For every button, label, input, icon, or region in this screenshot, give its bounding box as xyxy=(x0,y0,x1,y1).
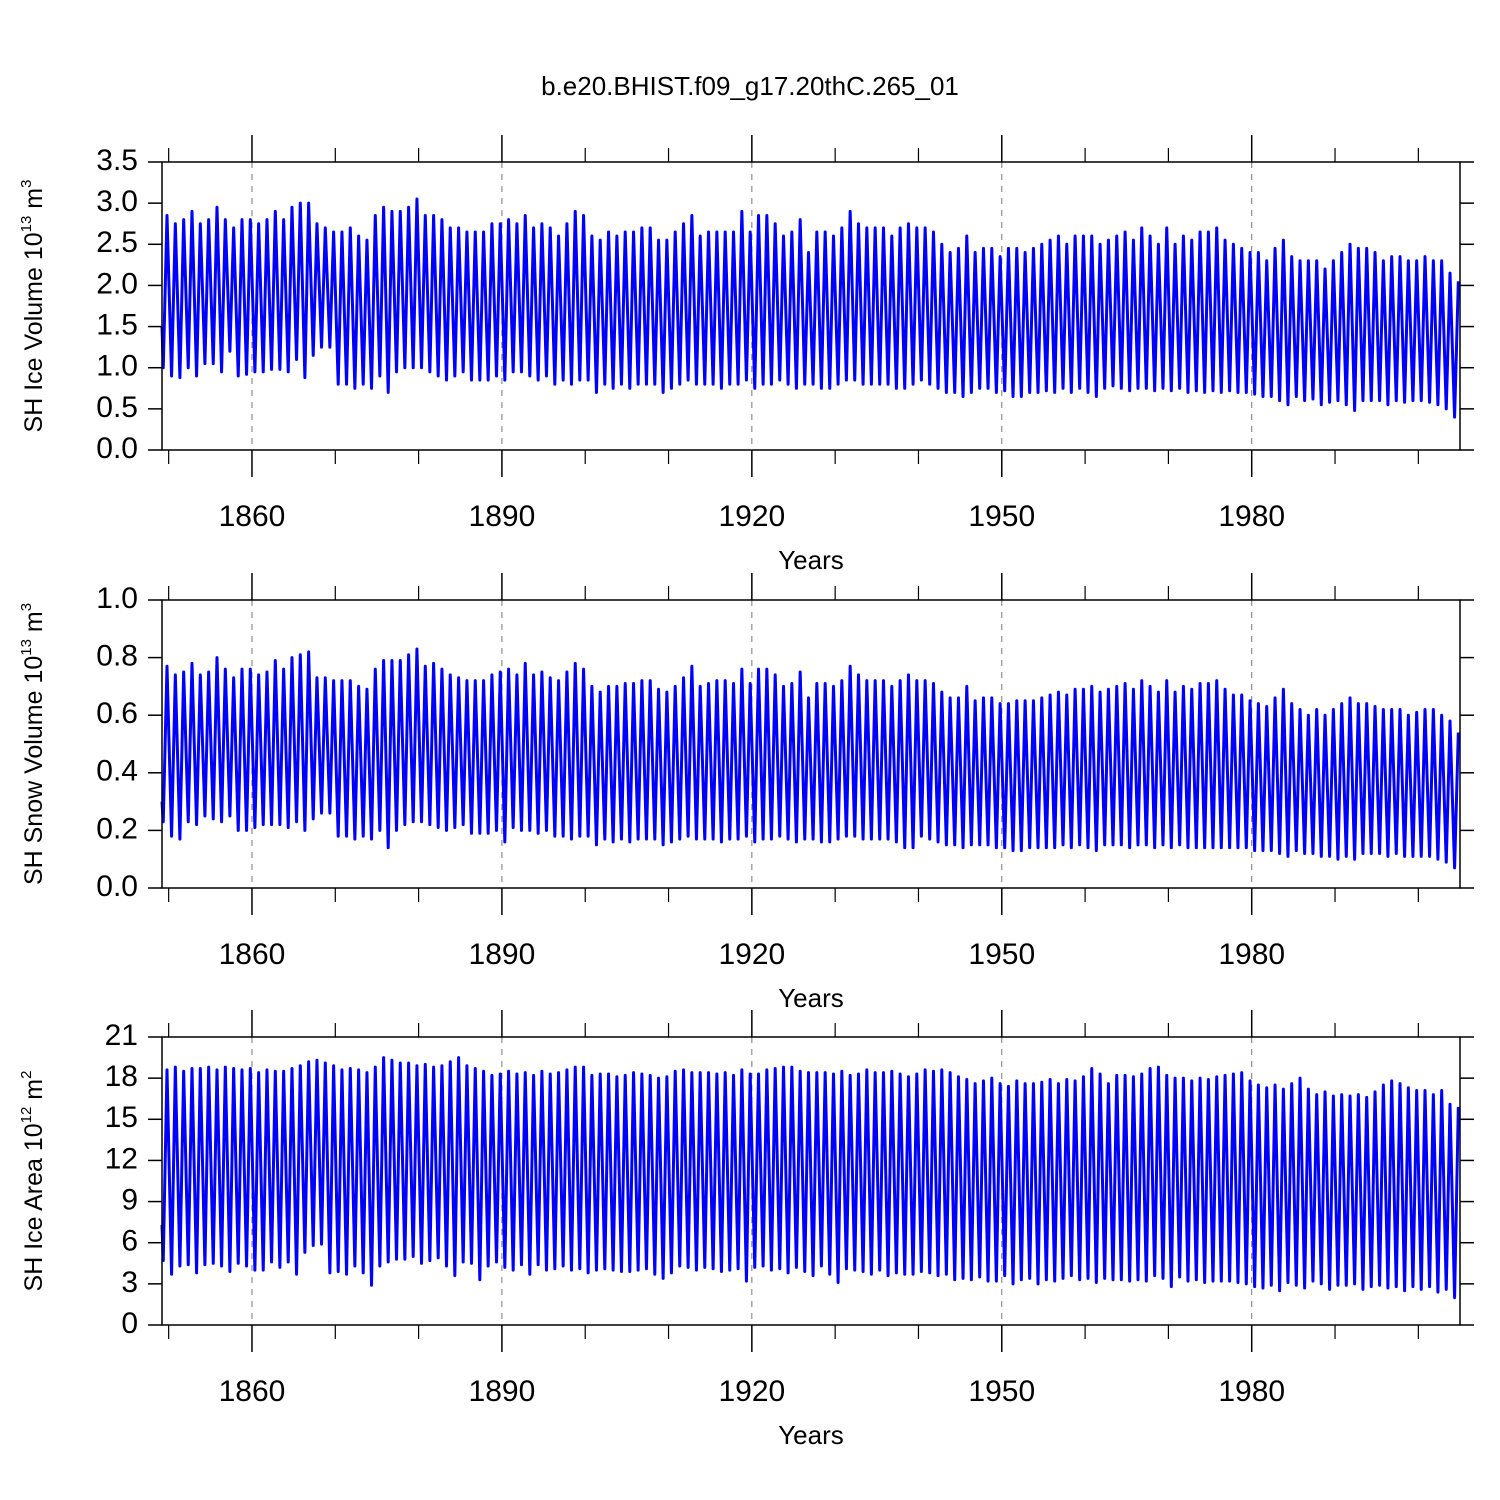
y-axis-title-part: m xyxy=(20,611,48,639)
y-axis-title-part: SH Ice Volume 10 xyxy=(20,232,48,432)
x-tick-label: 1980 xyxy=(1218,1375,1285,1408)
x-tick-label: 1890 xyxy=(469,500,536,533)
y-tick-label: 0.5 xyxy=(96,391,138,424)
x-tick-label: 1890 xyxy=(469,1375,536,1408)
x-axis-title: Years xyxy=(778,545,844,575)
y-tick-label: 1.0 xyxy=(96,582,138,615)
y-tick-label: 0.4 xyxy=(96,755,138,788)
data-line xyxy=(160,1056,1460,1300)
x-axis-title: Years xyxy=(778,1420,844,1450)
y-tick-label: 6 xyxy=(121,1225,138,1258)
y-axis-title-superscript: 12 xyxy=(18,1107,35,1124)
y-axis-title: SH Ice Volume 1013 m3 xyxy=(18,180,48,433)
y-axis-title-superscript: 3 xyxy=(18,603,35,611)
x-tick-label: 1920 xyxy=(718,1375,785,1408)
y-axis-title-superscript: 13 xyxy=(18,216,35,233)
y-tick-label: 3.5 xyxy=(96,144,138,177)
y-axis-title-superscript: 13 xyxy=(18,639,35,656)
y-tick-label: 3.0 xyxy=(96,185,138,218)
y-axis-title: SH Ice Area 1012 m2 xyxy=(18,1071,48,1292)
y-tick-label: 18 xyxy=(105,1060,138,1093)
y-tick-label: 1.5 xyxy=(96,308,138,341)
x-tick-label: 1950 xyxy=(968,500,1035,533)
y-tick-label: 12 xyxy=(105,1142,138,1175)
x-tick-label: 1860 xyxy=(219,500,286,533)
y-axis-title-superscript: 2 xyxy=(18,1071,35,1079)
y-tick-label: 0.8 xyxy=(96,640,138,673)
x-axis-title: Years xyxy=(778,983,844,1013)
y-tick-label: 0.0 xyxy=(96,870,138,903)
y-tick-label: 0.0 xyxy=(96,432,138,465)
y-tick-label: 1.0 xyxy=(96,350,138,383)
y-axis-title-part: SH Ice Area 10 xyxy=(20,1123,48,1291)
y-tick-label: 0 xyxy=(121,1307,138,1340)
plot-frame xyxy=(161,1036,1461,1326)
x-tick-label: 1860 xyxy=(219,938,286,971)
y-tick-label: 0.2 xyxy=(96,812,138,845)
y-axis-title-part: m xyxy=(20,1079,48,1107)
y-axis-title-part: SH Snow Volume 10 xyxy=(20,656,48,885)
x-tick-label: 1890 xyxy=(469,938,536,971)
x-tick-label: 1860 xyxy=(219,1375,286,1408)
y-tick-label: 9 xyxy=(121,1183,138,1216)
x-tick-label: 1920 xyxy=(718,938,785,971)
y-tick-label: 2.0 xyxy=(96,267,138,300)
x-tick-label: 1950 xyxy=(968,1375,1035,1408)
x-tick-label: 1950 xyxy=(968,938,1035,971)
y-axis-title-part: m xyxy=(20,188,48,216)
y-tick-label: 21 xyxy=(105,1019,138,1052)
plot-frame xyxy=(161,161,1461,451)
y-axis-title-superscript: 3 xyxy=(18,180,35,188)
plot-frame xyxy=(161,599,1461,889)
x-tick-label: 1980 xyxy=(1218,938,1285,971)
y-tick-label: 0.6 xyxy=(96,697,138,730)
data-line xyxy=(160,647,1460,870)
y-tick-label: 3 xyxy=(121,1266,138,1299)
y-tick-label: 2.5 xyxy=(96,226,138,259)
y-tick-label: 15 xyxy=(105,1101,138,1134)
figure-title: b.e20.BHIST.f09_g17.20thC.265_01 xyxy=(541,71,959,101)
x-tick-label: 1920 xyxy=(718,500,785,533)
y-axis-title: SH Snow Volume 1013 m3 xyxy=(18,603,48,885)
data-line xyxy=(160,197,1460,419)
x-tick-label: 1980 xyxy=(1218,500,1285,533)
